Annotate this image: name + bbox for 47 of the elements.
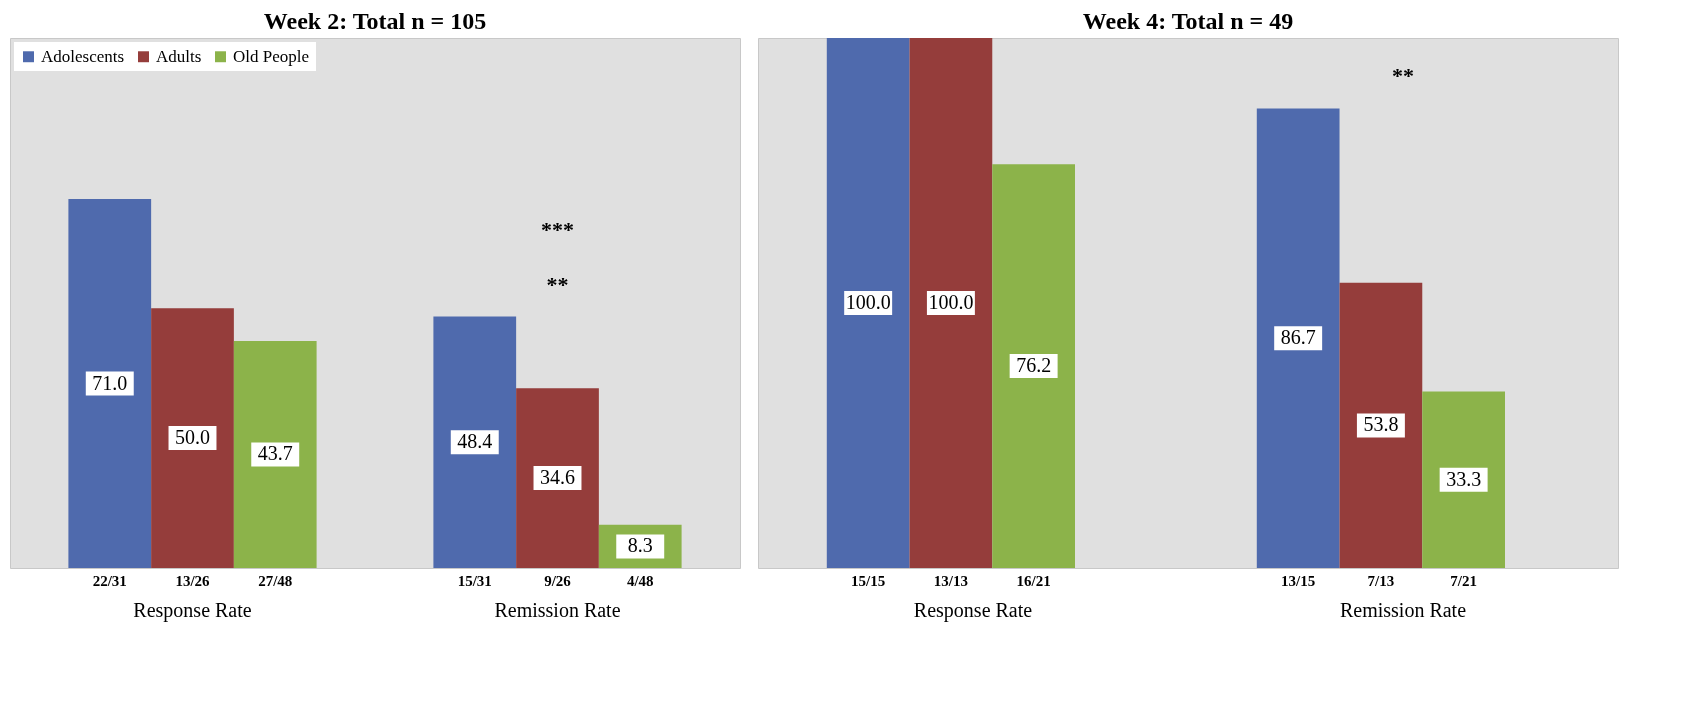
bar [433,316,517,568]
annotation: ** [546,271,569,297]
bar [909,38,993,568]
text: 16/21 [1016,573,1051,589]
text: 13/26 [175,573,211,589]
data-label: 33.3 [1446,467,1482,490]
x-tick-label: Remission Rate [494,598,621,621]
data-label: 100.0 [928,291,974,313]
text: 7/21 [1450,573,1477,589]
bar [1339,282,1423,568]
text: 7/13 [1367,573,1395,589]
text: 15/31 [457,573,492,589]
legend-label: Old People [233,46,310,66]
text: 15/15 [851,573,886,589]
bar [992,164,1075,568]
text: 13/13 [933,573,968,589]
data-label: 50.0 [175,426,210,449]
annotation: ** [1392,63,1414,89]
data-label: 34.6 [540,466,575,489]
bar [826,38,910,568]
chart-title: Week 4: Total n = 49 [1082,8,1294,34]
data-label: 43.7 [257,442,293,465]
data-label: 8.3 [627,534,653,557]
bar [233,340,317,568]
annotation: *** [541,216,574,242]
x-tick-label: Remission Rate [1339,598,1467,621]
legend-label: Adults [156,46,202,66]
bar [151,308,234,568]
data-label: 100.0 [845,291,891,313]
chart-title: Week 2: Total n = 105 [263,8,487,34]
text: 4/48 [626,573,654,589]
data-label: 71.0 [92,371,128,394]
text: 27/48 [258,573,293,589]
text: 22/31 [92,573,127,589]
data-label: 48.4 [457,430,493,453]
x-tick-label: Response Rate [133,598,252,622]
text: 9/26 [544,573,572,589]
x-tick-label: Response Rate [913,598,1033,622]
data-label: 76.2 [1016,354,1052,377]
bar [1256,108,1340,568]
text: 13/15 [1281,573,1316,589]
bar [68,199,152,568]
data-label: 86.7 [1280,326,1316,349]
legend-label: Adolescents [41,46,125,66]
bar [1422,391,1505,568]
data-label: 53.8 [1363,413,1399,436]
bar [516,388,599,568]
